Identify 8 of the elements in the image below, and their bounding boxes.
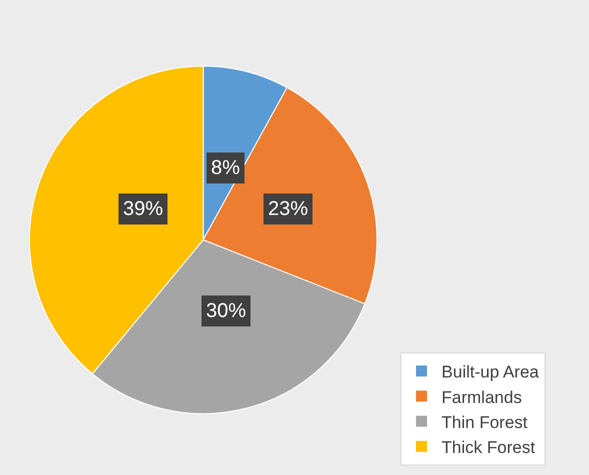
legend-label: Thin Forest (442, 412, 528, 432)
data-label: 8% (211, 157, 240, 179)
legend-label: Farmlands (442, 388, 522, 407)
legend-label: Thick Forest (442, 438, 536, 457)
data-label: 39% (123, 198, 164, 220)
data-label: 23% (268, 198, 308, 220)
data-label: 30% (206, 300, 246, 322)
legend-label: Built-up Area (442, 362, 540, 382)
